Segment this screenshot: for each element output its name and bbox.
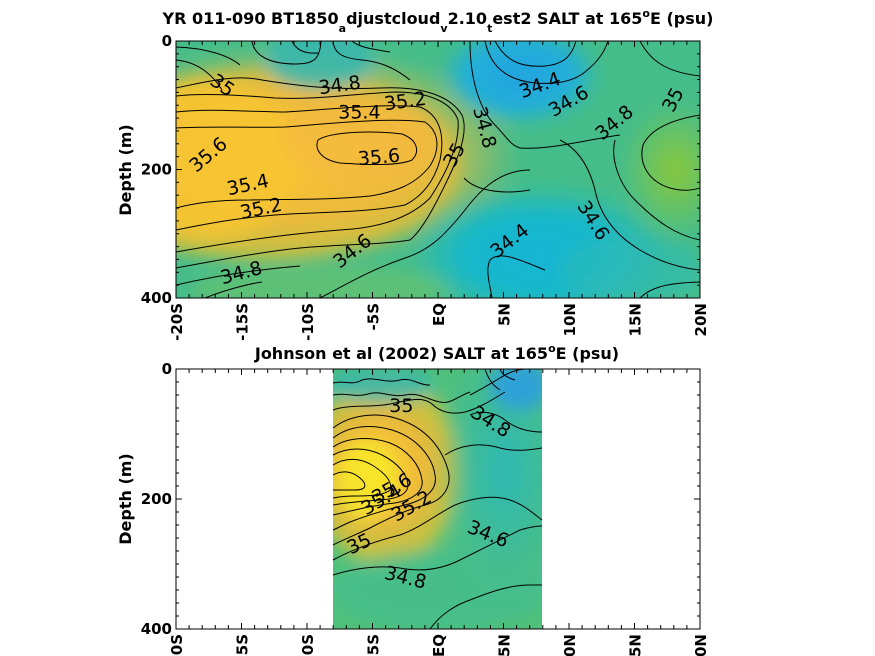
x-tick-label: -10S xyxy=(299,303,317,341)
contour-lines-observed xyxy=(333,369,542,629)
y-axis-label-model: Depth (m) xyxy=(116,124,135,216)
x-tick-label: 15N xyxy=(627,303,645,336)
panel-model: YR 011-090 BT1850adjustcloudv2.10test2 S… xyxy=(116,7,714,341)
y-tick-label: 0 xyxy=(162,32,172,50)
y-tick-labels-model: 0 200 400 xyxy=(141,32,172,307)
y-tick-labels-observed: 0 200 400 xyxy=(141,360,172,638)
y-tick-label: 200 xyxy=(141,161,172,179)
x-tick-label: EQ xyxy=(430,303,448,326)
contour-label: 35.4 xyxy=(338,101,380,123)
y-tick-label: 400 xyxy=(141,620,172,638)
x-tick-labels-observed: -20S -15S -10S -5S EQ 5N 10N 15N 20N xyxy=(168,634,710,656)
x-tick-label: -20S xyxy=(168,634,186,656)
contour-label: 35.6 xyxy=(357,145,401,171)
x-tick-label: -15S xyxy=(234,634,252,656)
minor-ticks-model xyxy=(175,40,701,299)
x-tick-label: 5N xyxy=(496,303,514,326)
x-tick-label: 10N xyxy=(561,303,579,336)
x-tick-label: -5S xyxy=(365,634,383,656)
x-tick-label: 5N xyxy=(496,634,514,656)
salinity-field-observed xyxy=(333,369,542,629)
y-axis-label-observed: Depth (m) xyxy=(116,453,135,545)
x-tick-label: -5S xyxy=(365,303,383,330)
y-tick-label: 200 xyxy=(141,490,172,508)
x-tick-label: -10S xyxy=(299,634,317,656)
contour-label: 35 xyxy=(389,395,413,417)
y-tick-label: 400 xyxy=(141,289,172,307)
x-tick-label: -15S xyxy=(234,303,252,341)
contour-lines-model xyxy=(176,41,700,298)
y-tick-label: 0 xyxy=(162,360,172,378)
minor-ticks-observed xyxy=(175,368,701,630)
x-tick-label: 10N xyxy=(561,634,579,656)
chart-title-observed: Johnson et al (2002) SALT at 165oE (psu) xyxy=(254,342,619,363)
x-tick-label: 15N xyxy=(627,634,645,656)
chart-title-model: YR 011-090 BT1850adjustcloudv2.10test2 S… xyxy=(162,7,714,35)
x-tick-label: EQ xyxy=(430,634,448,656)
x-tick-label: 20N xyxy=(692,634,710,656)
panel-observed: Johnson et al (2002) SALT at 165oE (psu) xyxy=(116,342,710,656)
x-tick-label: 20N xyxy=(692,303,710,336)
x-tick-label: -20S xyxy=(168,303,186,341)
x-tick-labels-model: -20S -15S -10S -5S EQ 5N 10N 15N 20N xyxy=(168,303,710,341)
